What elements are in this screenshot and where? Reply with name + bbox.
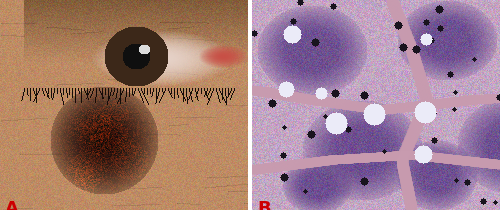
Text: A: A bbox=[5, 200, 19, 210]
Text: B: B bbox=[257, 200, 270, 210]
